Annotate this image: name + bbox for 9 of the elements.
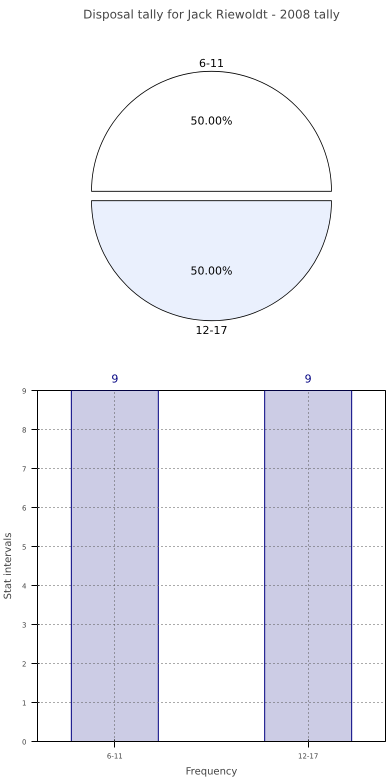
slice-label: 6-11 xyxy=(199,57,224,70)
slice-label: 12-17 xyxy=(196,324,228,337)
x-axis-title: Frequency xyxy=(186,766,238,778)
y-axis-title: Stat intervals xyxy=(3,532,14,600)
data-label: 9 xyxy=(111,372,118,386)
data-label: 50.00% xyxy=(190,114,232,128)
data-label: 50.00% xyxy=(190,264,232,278)
chart-title: Disposal tally for Jack Riewoldt - 2008 tally xyxy=(83,8,340,22)
data-label: 9 xyxy=(304,372,312,386)
